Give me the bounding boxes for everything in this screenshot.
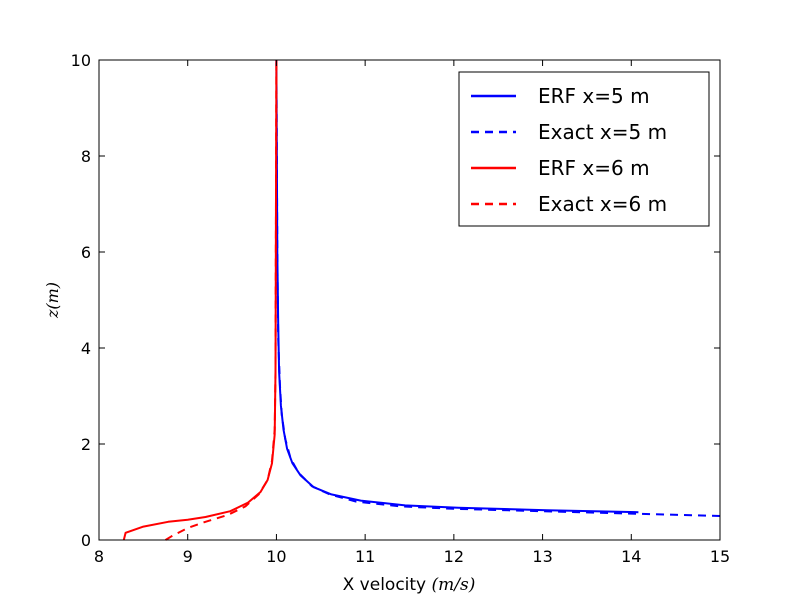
legend-label-3: ERF x=6 m [538, 156, 650, 180]
x-axis-label-text: X velocity [343, 575, 427, 595]
legend-box [458, 71, 710, 227]
ticks-layer: 8 9 10 11 12 13 14 15 0 2 4 6 8 10 [71, 51, 731, 566]
y-tick-label: 8 [81, 147, 91, 166]
x-tick-label: 12 [444, 547, 464, 566]
x-tick-label: 10 [266, 547, 286, 566]
y-tick-label: 6 [81, 243, 91, 262]
legend-label-4: Exact x=6 m [538, 192, 667, 216]
x-axis-label-unit: (m/s) [432, 575, 476, 595]
plot-frame [98, 59, 721, 541]
y-tick-label: 4 [81, 339, 91, 358]
series-line-4 [164, 59, 278, 541]
y-tick-label: 10 [71, 51, 91, 70]
y-axis-label: z(m) [43, 282, 62, 319]
y-tick-label: 2 [81, 435, 91, 454]
x-tick-label: 11 [355, 547, 375, 566]
x-tick-label: 15 [710, 547, 730, 566]
x-tick-label: 9 [183, 547, 193, 566]
x-tick-label: 14 [621, 547, 641, 566]
x-axis-label: X velocity (m/s) [343, 575, 476, 595]
legend-label-1: ERF x=5 m [538, 84, 650, 108]
y-tick-label: 0 [81, 531, 91, 550]
x-tick-label: 8 [94, 547, 104, 566]
legend: ERF x=5 m Exact x=5 m ERF x=6 m Exact x=6 m [458, 71, 710, 227]
series-line-3 [122, 59, 278, 541]
legend-label-2: Exact x=5 m [538, 120, 667, 144]
series-line-2 [275, 59, 721, 517]
x-tick-label: 13 [532, 547, 552, 566]
series-layer [122, 59, 721, 541]
